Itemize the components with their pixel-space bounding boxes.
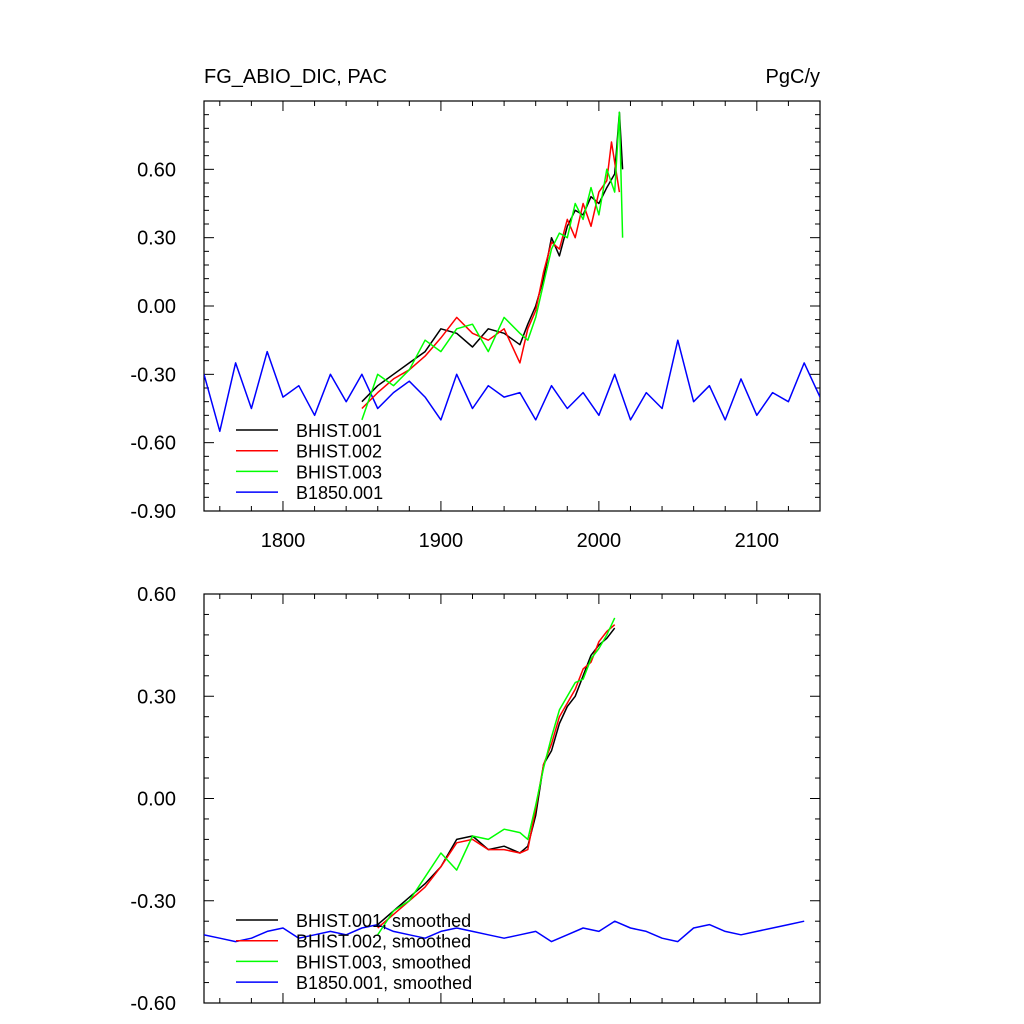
y-tick-label: -0.30 bbox=[130, 891, 176, 913]
x-tick-label: 2100 bbox=[735, 530, 780, 552]
legend-label: BHIST.001 bbox=[296, 421, 382, 441]
legend-label: BHIST.003 bbox=[296, 462, 382, 482]
y-tick-label: -0.60 bbox=[130, 433, 176, 455]
x-tick-label: 1900 bbox=[419, 530, 464, 552]
panel1-title: FG_ABIO_DIC, PAC bbox=[204, 66, 387, 88]
y-tick-label: -0.60 bbox=[130, 993, 176, 1015]
x-tick-label: 1800 bbox=[261, 530, 306, 552]
legend-label: B1850.001, smoothed bbox=[296, 973, 472, 993]
y-tick-label: 0.30 bbox=[137, 686, 176, 708]
y-tick-label: 0.00 bbox=[137, 296, 176, 318]
series-line-bhist-001 bbox=[361, 111, 624, 403]
panel-top: 1800 1900 2000 2100 -0.90 -0.60 -0.30 0.00 0.30 0… bbox=[130, 100, 821, 552]
y-tick-label: -0.90 bbox=[130, 501, 176, 523]
y-tick-label: -0.30 bbox=[130, 364, 176, 386]
legend-label: BHIST.001, smoothed bbox=[296, 911, 471, 931]
series-line-bhist-003 bbox=[361, 111, 624, 421]
series-line-b1850-001 bbox=[204, 339, 820, 433]
legend-label: BHIST.002 bbox=[296, 442, 382, 462]
series-line-bhist-002-smoothed bbox=[377, 624, 616, 929]
panel-bottom: -0.60 -0.30 0.00 0.30 0.60 BHIST.001, smoothe… bbox=[130, 584, 821, 1015]
series-line-bhist-003-smoothed bbox=[377, 617, 616, 936]
panel1-units: PgC/y bbox=[766, 66, 820, 88]
y-tick-label: 0.60 bbox=[137, 159, 176, 181]
series-line-b1850-001-smoothed bbox=[204, 920, 805, 943]
y-tick-label: 0.60 bbox=[137, 584, 176, 606]
legend-label: BHIST.002, smoothed bbox=[296, 932, 471, 952]
y-tick-label: 0.00 bbox=[137, 789, 176, 811]
series-line-bhist-002 bbox=[361, 141, 621, 410]
legend-label: B1850.001 bbox=[296, 483, 383, 503]
y-tick-label: 0.30 bbox=[137, 228, 176, 250]
legend-label: BHIST.003, smoothed bbox=[296, 952, 471, 972]
x-tick-label: 2000 bbox=[577, 530, 622, 552]
